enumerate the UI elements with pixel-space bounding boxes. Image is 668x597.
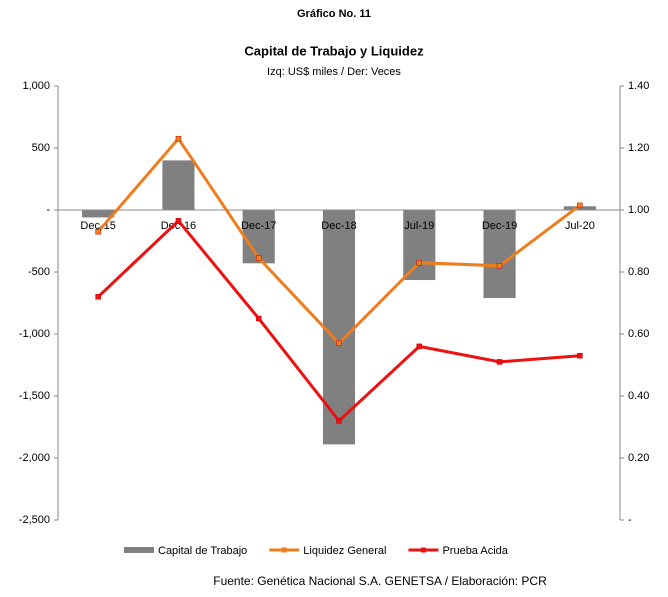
point-marker <box>95 294 101 300</box>
y-tick-label: -2,000 <box>19 452 50 464</box>
bar <box>162 160 195 210</box>
y2-tick-label: 0.80 <box>628 266 649 278</box>
bar <box>563 206 596 210</box>
y2-tick-label: 1.40 <box>628 80 649 92</box>
point-marker <box>496 263 503 269</box>
x-tick-label: Dec-19 <box>482 220 517 232</box>
point-marker <box>255 315 262 322</box>
point-marker <box>577 202 583 209</box>
chart-title: Capital de Trabajo y Liquidez <box>244 43 424 58</box>
legend-label: Capital de Trabajo <box>158 545 247 557</box>
point-marker <box>336 340 342 347</box>
x-tick-label: Dec-18 <box>321 220 356 232</box>
y2-tick-label: - <box>628 514 632 526</box>
point-marker <box>416 343 423 350</box>
bar <box>403 210 436 281</box>
point-marker <box>95 228 101 235</box>
y-tick-label: - <box>46 204 50 216</box>
legend-swatch <box>281 547 287 553</box>
y2-tick-label: 0.40 <box>628 390 649 402</box>
y-tick-label: -500 <box>28 266 50 278</box>
y-tick-label: -2,500 <box>19 514 50 526</box>
x-tick-label: Jul-19 <box>404 220 434 232</box>
y-tick-label: -1,000 <box>19 328 50 340</box>
y2-tick-label: 0.60 <box>628 328 649 340</box>
legend-label: Prueba Acida <box>442 545 508 557</box>
y2-tick-label: 0.20 <box>628 452 649 464</box>
point-marker <box>416 259 423 266</box>
figure-label: Gráfico No. 11 <box>297 8 371 20</box>
point-marker <box>336 418 342 424</box>
legend-label: Liquidez General <box>303 545 386 557</box>
chart-subtitle: Izq: US$ miles / Der: Veces <box>267 66 401 78</box>
bar <box>242 210 275 264</box>
legend-swatch <box>124 547 154 553</box>
y-tick-label: 1,000 <box>22 80 50 92</box>
source-note: Fuente: Genética Nacional S.A. GENETSA /… <box>213 574 547 588</box>
y2-tick-label: 1.00 <box>628 204 649 216</box>
x-tick-label: Jul-20 <box>565 220 595 232</box>
x-tick-label: Dec-17 <box>241 220 276 232</box>
bar <box>82 210 115 218</box>
y-tick-label: -1,500 <box>19 390 50 402</box>
bar <box>483 210 516 299</box>
point-marker <box>496 359 503 365</box>
y2-tick-label: 1.20 <box>628 142 649 154</box>
y-tick-label: 500 <box>32 142 50 154</box>
point-marker <box>175 218 182 224</box>
point-marker <box>175 135 182 142</box>
legend-swatch <box>420 547 426 553</box>
point-marker <box>255 255 262 261</box>
point-marker <box>577 352 583 359</box>
